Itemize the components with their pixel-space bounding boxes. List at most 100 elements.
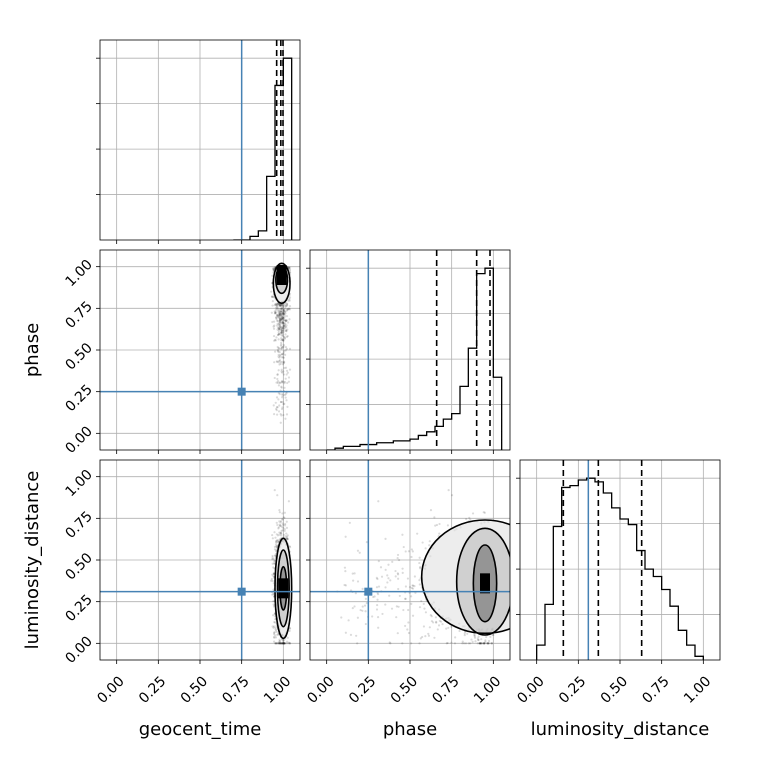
scatter-point (281, 320, 284, 323)
scatter-point (279, 312, 282, 315)
scatter-point (272, 413, 276, 416)
scatter-point (486, 642, 490, 645)
scatter-point (271, 537, 274, 540)
scatter-point (281, 316, 284, 319)
scatter-point (453, 642, 457, 645)
scatter-point (283, 642, 286, 645)
scatter-point (278, 511, 281, 514)
scatter-point (278, 328, 281, 331)
scatter-point (283, 511, 286, 514)
scatter-point (278, 531, 281, 534)
scatter-point (404, 597, 407, 600)
scatter-point (281, 326, 284, 330)
scatter-point (278, 304, 281, 307)
scatter-point (277, 333, 280, 337)
scatter-point (280, 334, 284, 337)
scatter-point (477, 638, 480, 642)
scatter-point (274, 303, 278, 306)
scatter-point (288, 266, 292, 269)
scatter-point (428, 626, 431, 629)
scatter-point (429, 614, 432, 617)
scatter-point (418, 642, 421, 645)
scatter-point (397, 587, 400, 591)
scatter-point (272, 588, 275, 591)
scatter-point (450, 494, 454, 497)
scatter-point (283, 528, 286, 531)
scatter-point (281, 371, 284, 374)
scatter-point (379, 566, 383, 569)
scatter-point (343, 583, 346, 587)
scatter-point (275, 316, 278, 319)
scatter-point (454, 636, 457, 639)
scatter-point (282, 516, 285, 519)
scatter-point (275, 381, 278, 384)
scatter-point (273, 531, 276, 534)
scatter-point (404, 597, 407, 600)
scatter-point (282, 640, 285, 643)
scatter-point (281, 338, 284, 342)
scatter-point (356, 580, 360, 583)
scatter-point (282, 403, 285, 406)
scatter-point (278, 311, 282, 314)
scatter-point (288, 642, 292, 645)
scatter-point (473, 634, 476, 637)
scatter-point (286, 328, 289, 331)
scatter-point (281, 329, 284, 332)
scatter-point (285, 537, 288, 540)
scatter-point (396, 553, 400, 557)
x-axis-label-phase: phase (383, 719, 437, 740)
scatter-point (413, 575, 416, 578)
scatter-point (410, 555, 413, 559)
scatter-point (272, 605, 276, 608)
scatter-point (433, 516, 436, 519)
scatter-point (275, 317, 278, 321)
scatter-point (283, 321, 286, 325)
x-axis-label-luminosity_distance: luminosity_distance (531, 719, 710, 740)
scatter-point (281, 321, 284, 324)
scatter-point (277, 331, 280, 334)
scatter-point (356, 616, 359, 619)
scatter-point (273, 640, 276, 643)
scatter-point (280, 380, 284, 384)
scatter-point (281, 346, 284, 349)
scatter-point (283, 642, 286, 645)
scatter-point (418, 566, 422, 569)
scatter-point (286, 534, 289, 537)
scatter-point (420, 599, 423, 603)
scatter-point (277, 641, 280, 644)
scatter-point (429, 509, 433, 512)
scatter-point (272, 267, 275, 270)
scatter-point (377, 585, 381, 588)
scatter-point (281, 327, 284, 330)
scatter-point (424, 635, 427, 638)
scatter-point (377, 626, 380, 629)
scatter-point (280, 331, 284, 334)
scatter-point (272, 557, 275, 561)
scatter-point (489, 635, 492, 639)
scatter-point (282, 312, 285, 315)
scatter-point (441, 623, 444, 626)
scatter-point (276, 328, 279, 331)
scatter-point (281, 312, 285, 315)
scatter-point (476, 637, 479, 640)
scatter-point (395, 616, 398, 619)
scatter-point (279, 325, 283, 329)
scatter-point (480, 642, 483, 645)
scatter-point (278, 332, 281, 336)
scatter-point (281, 517, 284, 521)
scatter-point (288, 296, 292, 299)
scatter-point (410, 595, 413, 598)
scatter-point (276, 313, 279, 317)
scatter-point (352, 579, 355, 582)
scatter-point (278, 642, 281, 645)
scatter-point (279, 304, 283, 307)
scatter-point (351, 606, 354, 610)
scatter-point (280, 307, 283, 310)
scatter-point (276, 322, 279, 326)
scatter-point (279, 362, 282, 365)
scatter-point (279, 531, 283, 534)
scatter-point (470, 638, 473, 641)
scatter-point (282, 351, 285, 354)
scatter-point (280, 532, 283, 535)
scatter-point (274, 636, 278, 639)
